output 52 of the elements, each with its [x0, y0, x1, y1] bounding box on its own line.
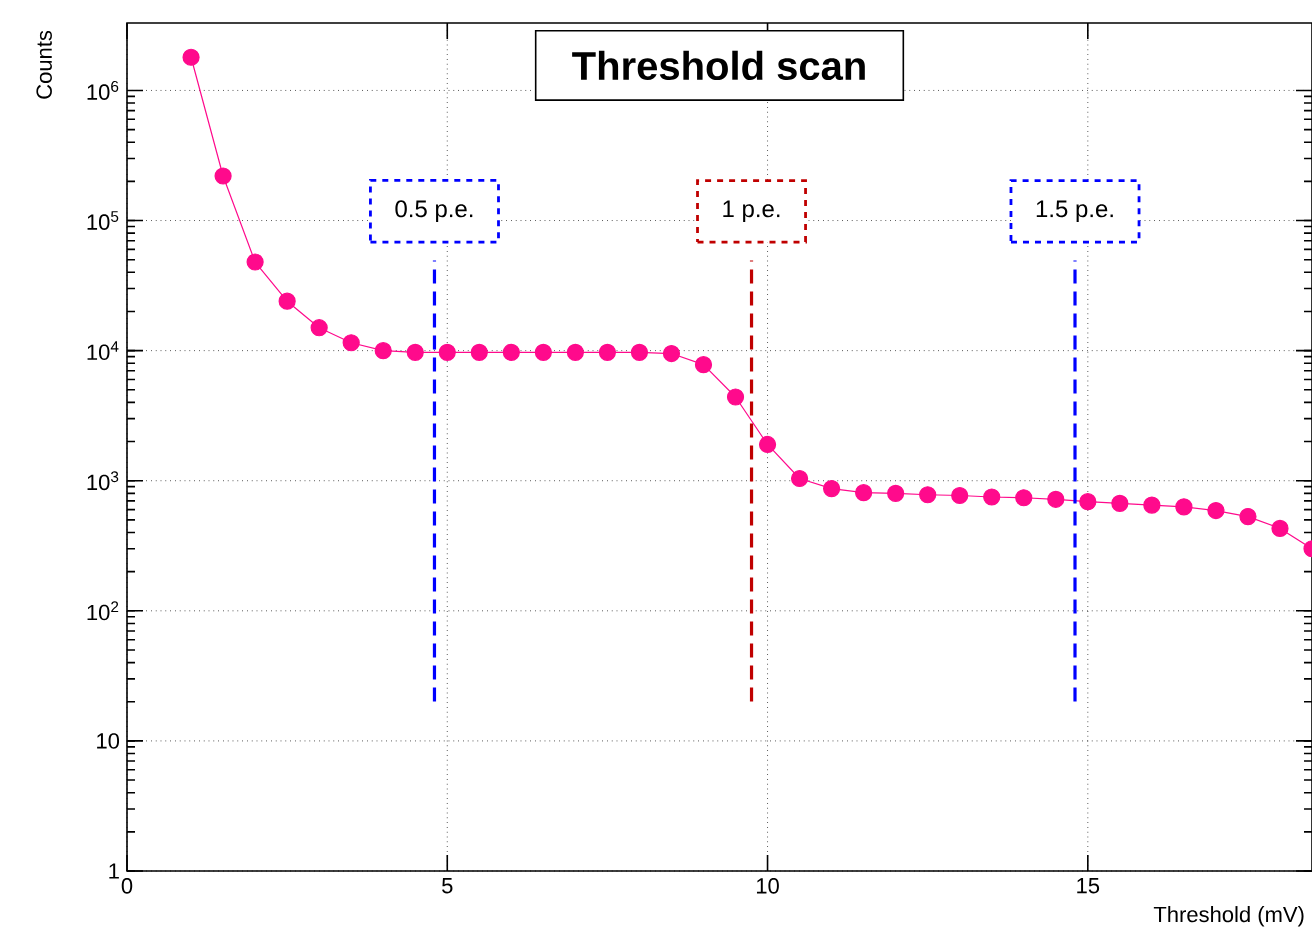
point — [598, 343, 617, 361]
point — [278, 292, 296, 310]
point — [726, 388, 745, 406]
y-axis-title: Counts — [36, 30, 52, 99]
point — [502, 343, 520, 361]
point — [310, 319, 328, 337]
ref-line-label: 0.5 p.e. — [395, 200, 473, 223]
point — [566, 343, 584, 361]
point — [630, 343, 649, 361]
point — [1143, 496, 1161, 514]
point — [1015, 489, 1033, 507]
point — [214, 167, 232, 185]
point — [1047, 490, 1065, 508]
point — [374, 342, 392, 360]
y-tick-label: 1 — [109, 863, 119, 879]
point — [342, 334, 360, 352]
point — [790, 469, 809, 488]
point — [406, 343, 424, 361]
y-tick-label: 10$^{4}$ — [87, 341, 119, 361]
point — [823, 480, 841, 498]
x-tick-label: 10 — [756, 878, 779, 894]
x-tick-label: 15 — [1077, 878, 1100, 894]
point — [438, 343, 456, 361]
point — [246, 253, 264, 271]
y-tick-label: 10$^{3}$ — [87, 471, 119, 491]
ref-line-label: 1.5 p.e. — [1036, 200, 1113, 223]
y-tick-label: 10$^{2}$ — [87, 601, 119, 621]
x-tick-label: 0 — [121, 878, 133, 894]
x-axis-title: Threshold (mV) — [1153, 906, 1304, 927]
point — [951, 486, 969, 505]
point — [1175, 498, 1193, 516]
point — [919, 486, 937, 504]
point — [887, 484, 905, 502]
point — [1079, 493, 1097, 511]
point — [534, 343, 552, 361]
point — [758, 435, 777, 454]
point — [1207, 501, 1225, 520]
point — [1271, 519, 1289, 538]
y-tick-label: 10$^{5}$ — [87, 211, 119, 230]
ref-line-label: 1 p.e. — [723, 200, 780, 223]
point — [182, 48, 200, 66]
point — [855, 484, 873, 502]
y-tick-label: 10$^{6}$ — [87, 80, 119, 100]
point — [694, 356, 713, 374]
point — [662, 344, 681, 363]
text: Threshold scan — [572, 50, 865, 81]
x-tick-label: 5 — [442, 878, 453, 894]
point — [1239, 507, 1257, 526]
y-tick-label: 10 — [97, 733, 120, 749]
point — [983, 488, 1001, 506]
point — [1111, 494, 1129, 512]
point — [470, 343, 488, 361]
